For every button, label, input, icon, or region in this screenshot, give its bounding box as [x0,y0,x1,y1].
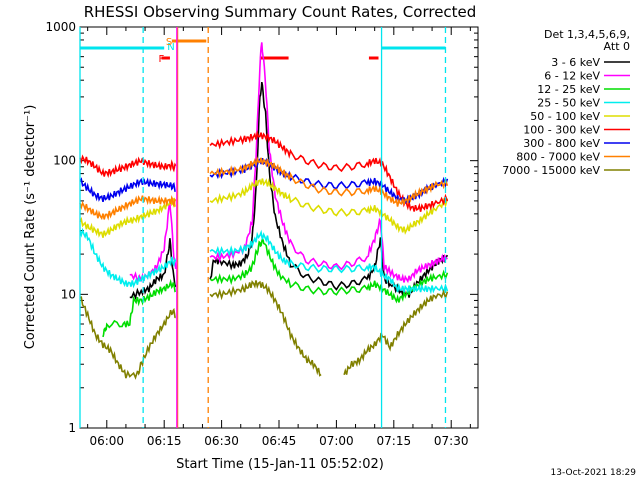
series-line [102,278,177,338]
series-line [79,177,176,202]
y-axis-label: Corrected Count Rate (s⁻¹ detector⁻¹) [23,105,38,350]
series-line [79,194,177,221]
x-tick-label: 07:15 [377,434,412,448]
series-line [209,156,449,207]
series-line [209,229,449,295]
y-tick-label: 10 [61,287,76,301]
axes-frame: 1 10 100 1000 06:00 06:15 06:30 06:45 07:00 07:15… [45,20,479,448]
legend-entry-label: 100 - 300 keV [523,124,600,137]
legend-entry-label: 12 - 25 keV [537,83,600,96]
legend-entry-label: 50 - 100 keV [530,110,600,123]
flag-label-S: S [166,37,172,48]
footer-date: 13-Oct-2021 18:29 [551,468,637,478]
legend-entry-label: 7000 - 15000 keV [502,164,600,177]
legend-entry-label: 25 - 50 keV [537,97,600,110]
series-line [209,280,322,377]
y-tick-label: 1000 [45,20,76,34]
series-line [209,130,449,212]
vertical-markers [79,27,447,428]
chart-title: RHESSI Observing Summary Count Rates, Co… [84,3,477,21]
x-tick-label: 07:30 [434,434,469,448]
y-tick-label: 100 [53,154,76,168]
series-line [209,81,449,298]
series-line [209,178,449,235]
series-line [129,238,177,301]
series-line [209,236,449,304]
series-line [79,154,177,179]
series-line [209,42,448,284]
legend-entry-label: 300 - 800 keV [523,137,600,150]
flag-label-N: N [167,42,174,53]
x-tick-label: 06:15 [147,434,182,448]
legend-entry-label: 3 - 6 keV [551,56,600,69]
legend-entry-label: 6 - 12 keV [544,70,600,83]
legend-header: Att 0 [604,40,630,53]
series-line [343,289,449,376]
x-tick-label: 06:00 [89,434,124,448]
x-tick-label: 06:45 [262,434,297,448]
y-tick-label: 1 [68,421,76,435]
flag-label-F: F [158,54,164,65]
legend-entry-label: 800 - 7000 keV [516,151,600,164]
series-line [79,296,177,380]
series-group [79,42,449,380]
legend-header: Det 1,3,4,5,6,9, [544,28,630,41]
series-line [79,227,177,289]
flag-bars: NFS [80,37,446,65]
x-tick-label: 07:00 [319,434,354,448]
x-axis-label: Start Time (15-Jan-11 05:52:02) [176,457,384,472]
series-line [79,197,177,238]
x-tick-label: 06:30 [204,434,239,448]
